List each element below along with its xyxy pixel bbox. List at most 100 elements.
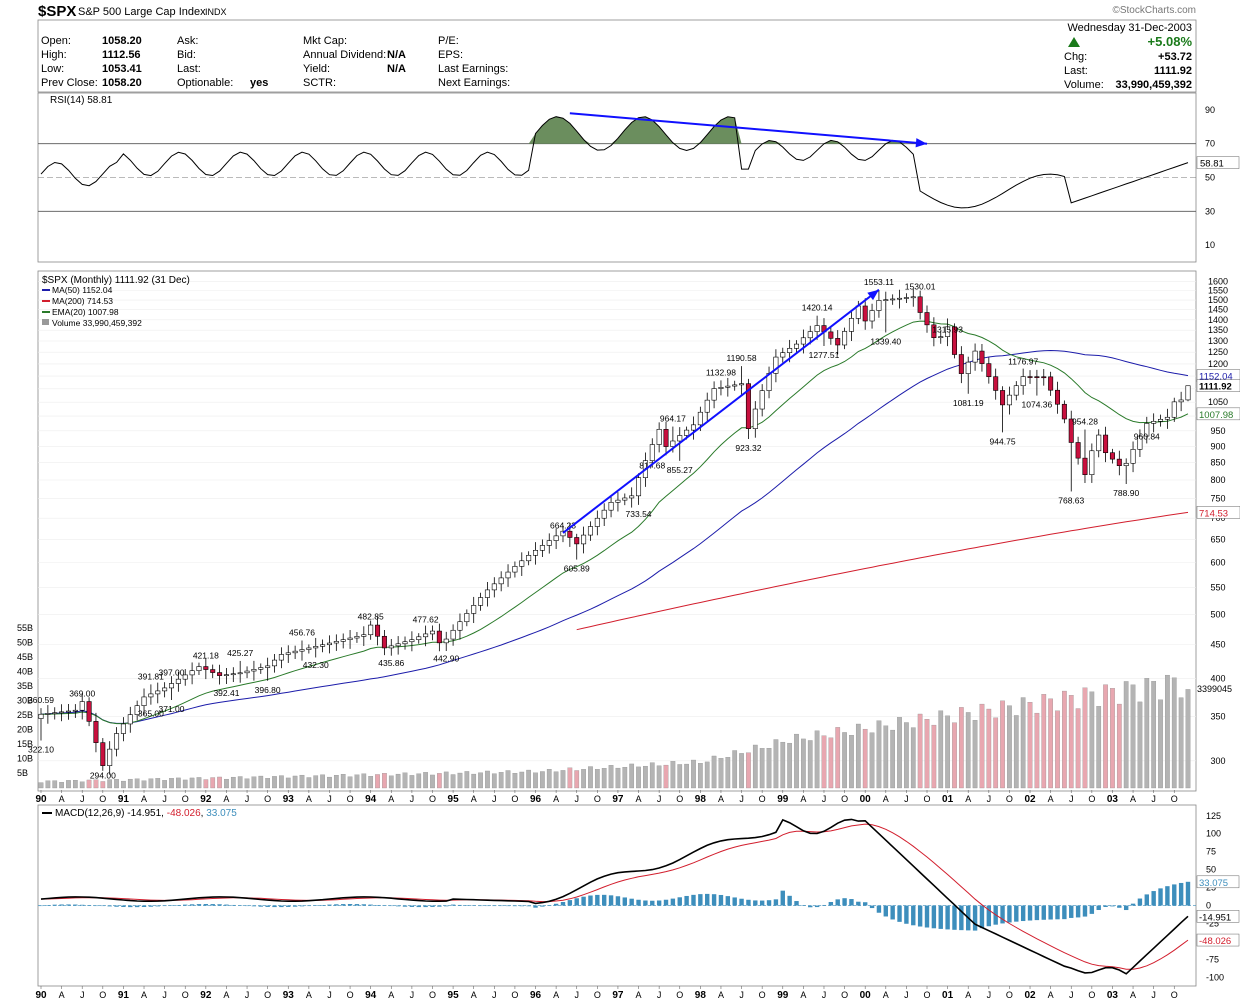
macd-legend-signal: -48.026 — [167, 808, 201, 819]
volume-bar — [931, 724, 937, 789]
x-tick-label: 90 — [35, 990, 47, 1001]
volume-tick-label: 50B — [17, 638, 33, 648]
volume-bar — [663, 764, 669, 789]
candle-body — [45, 713, 51, 715]
price-tick-label: 750 — [1210, 493, 1225, 503]
candle-body — [965, 361, 971, 374]
macd-histogram-bar — [1089, 905, 1095, 914]
macd-histogram-bar — [1062, 905, 1067, 920]
macd-histogram-bar — [1158, 888, 1163, 906]
x-tick-label: A — [471, 990, 477, 1000]
watermark: ©StockCharts.com — [1112, 5, 1196, 16]
price-tag-box — [1196, 379, 1240, 392]
volume-tick-label: 55B — [17, 623, 33, 633]
macd-histogram-bar — [354, 904, 360, 906]
x-tick-label: A — [553, 794, 559, 804]
quote-label: Open: — [41, 35, 71, 47]
quote-columns: Open: 1058.20 High: 1112.56 Low: 1053.41 Prev … — [41, 35, 510, 89]
macd-histogram-bar — [801, 905, 806, 906]
volume-bar — [443, 771, 449, 789]
candle-body — [1041, 376, 1047, 379]
macd-histogram-bar — [1055, 905, 1060, 920]
macd-histogram-bar — [670, 898, 676, 906]
volume-bar — [546, 769, 552, 789]
macd-histogram-bar — [162, 905, 167, 907]
candle-body — [505, 571, 511, 579]
candle-body — [320, 644, 326, 647]
volume-bar — [1096, 706, 1102, 789]
candle-body — [608, 502, 614, 511]
volume-bar — [869, 732, 875, 789]
x-tick-label: J — [245, 794, 250, 804]
candle-body — [1061, 403, 1067, 420]
volume-bar — [189, 777, 195, 789]
candle-body — [223, 674, 229, 676]
price-annotation: 477.62 — [413, 615, 439, 625]
candle-body — [326, 642, 332, 646]
x-tick-label: O — [759, 794, 766, 804]
x-tick-label: A — [718, 794, 724, 804]
macd-histogram-bar — [794, 901, 799, 906]
x-tick-label: 93 — [283, 990, 295, 1001]
x-tick-label: O — [676, 794, 683, 804]
price-annotation: 425.27 — [227, 648, 253, 658]
volume-bar — [752, 744, 758, 789]
macd-histogram-bar — [505, 905, 511, 907]
x-tick-label: J — [327, 990, 332, 1000]
volume-bar — [1110, 688, 1115, 789]
candle-body — [993, 376, 999, 391]
candle-body — [1103, 434, 1109, 454]
volume-bar — [107, 779, 113, 789]
volume-bar — [471, 773, 477, 789]
volume-bar — [1103, 684, 1108, 789]
candle-body — [512, 566, 518, 573]
candle-body — [120, 723, 126, 734]
candle-body — [828, 331, 834, 339]
chg-label: Chg: — [1064, 51, 1087, 63]
candle-body — [917, 296, 923, 313]
macd-histogram-bar — [1144, 894, 1149, 906]
volume-bar — [574, 770, 580, 789]
x-tick-label: O — [1171, 990, 1178, 1000]
volume-bar — [1082, 687, 1088, 789]
macd-legend-hist: 33.075 — [206, 808, 237, 819]
macd-histogram-bar — [808, 905, 813, 908]
volume-bar — [265, 778, 271, 789]
price-annotation: 1530.01 — [905, 281, 936, 291]
x-tick-label: O — [676, 990, 683, 1000]
macd-histogram-bar — [979, 905, 985, 929]
candle-body — [258, 667, 264, 670]
volume-bar — [553, 771, 559, 789]
macd-histogram-bar — [395, 905, 401, 907]
candle-body — [65, 710, 71, 713]
macd-histogram-bar — [361, 904, 367, 906]
candle-body — [876, 300, 882, 311]
macd-histogram-bar — [540, 905, 545, 907]
volume-bars — [38, 674, 1191, 789]
candle-body — [519, 560, 525, 567]
rsi-tick-label: 90 — [1205, 105, 1215, 115]
volume-bar — [498, 772, 504, 789]
x-tick-label: A — [1130, 794, 1136, 804]
candle-body — [196, 666, 202, 671]
candle-body — [711, 388, 717, 401]
volume-bar — [285, 777, 291, 789]
candle-body — [1075, 442, 1081, 459]
macd-histogram-bar — [1165, 886, 1170, 906]
x-tick-label: J — [492, 990, 497, 1000]
chg-value: +53.72 — [1158, 51, 1192, 63]
volume-bar — [272, 776, 277, 789]
candle-body — [903, 297, 909, 299]
price-tick-label: 400 — [1210, 673, 1225, 683]
x-tick-label: O — [841, 794, 848, 804]
x-tick-label: O — [99, 990, 106, 1000]
price-annotation: 456.76 — [289, 627, 315, 637]
ema20-legend: EMA(20) 1007.98 — [52, 307, 119, 317]
macd-histogram-bar — [931, 905, 937, 929]
macd-histogram-bar — [347, 904, 353, 906]
macd-histogram-bar — [148, 905, 154, 907]
x-tick-label: J — [492, 794, 497, 804]
ma200-tag: 714.53 — [1199, 508, 1228, 519]
quote-box — [37, 19, 1197, 93]
macd-tick-label: 100 — [1206, 829, 1221, 839]
